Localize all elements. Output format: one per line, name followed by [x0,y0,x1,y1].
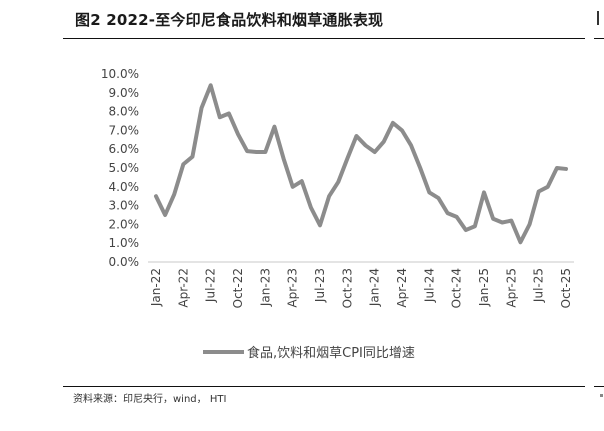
y-tick-label: 1.0% [109,236,140,250]
y-tick-label: 4.0% [109,180,140,194]
x-tick-label: Jul-22 [204,268,218,303]
next-figure-edge-divider [594,38,604,39]
legend-label: 食品,饮料和烟草CPI同比增速 [247,345,415,361]
y-tick-label: 2.0% [109,217,140,231]
y-axis-ticks: 0.0% 1.0% 2.0% 3.0% 4.0% 5.0% 6.0% 7.0% 8.0% 9.0%… [101,67,139,269]
x-tick-label: Jan-22 [149,268,163,307]
title-divider [63,38,585,39]
x-tick-label: Oct-25 [559,268,573,308]
y-tick-label: 6.0% [109,142,140,156]
y-tick-label: 9.0% [109,86,140,100]
chart-legend: 食品,饮料和烟草CPI同比增速 [203,345,415,361]
x-tick-label: Jul-23 [313,268,327,303]
x-tick-label: Apr-22 [176,268,190,308]
next-figure-edge-dot [600,394,603,397]
y-tick-label: 8.0% [109,105,140,119]
x-tick-label: Oct-22 [231,268,245,308]
x-tick-label: Jul-25 [532,268,546,303]
x-tick-label: Jan-23 [258,268,272,307]
y-tick-label: 3.0% [109,199,140,213]
x-tick-label: Jul-24 [422,268,436,303]
x-tick-label: Oct-23 [340,268,354,308]
source-note: 资料来源：印尼央行，wind， HTI [73,394,227,405]
next-figure-edge-divider-bottom [594,386,604,387]
x-tick-label: Jan-24 [368,268,382,307]
y-tick-label: 10.0% [101,67,139,81]
chart-area: 0.0% 1.0% 2.0% 3.0% 4.0% 5.0% 6.0% 7.0% 8.0% 9.0%… [63,44,585,384]
x-tick-label: Apr-23 [286,268,300,308]
x-tick-label: Apr-24 [395,268,409,308]
x-tick-label: Apr-25 [504,268,518,308]
series-line [154,83,568,245]
line-chart: 0.0% 1.0% 2.0% 3.0% 4.0% 5.0% 6.0% 7.0% 8.0% 9.0%… [101,67,574,361]
series-layer [154,83,568,245]
x-tick-label: Jan-25 [477,268,491,307]
x-tick-label: Oct-24 [450,268,464,308]
figure-header: 图2 2022-至今印尼食品饮料和烟草通胀表现 [63,0,585,38]
y-tick-label: 7.0% [109,123,140,137]
next-figure-edge-mark [597,11,604,25]
figure-title: 图2 2022-至今印尼食品饮料和烟草通胀表现 [75,11,384,29]
y-tick-label: 0.0% [109,255,140,269]
source-divider [63,386,585,387]
y-tick-label: 5.0% [109,161,140,175]
x-axis-ticks: Jan-22 Apr-22 Jul-22 Oct-22 Jan-23 Apr-23 Jul-… [149,268,573,308]
